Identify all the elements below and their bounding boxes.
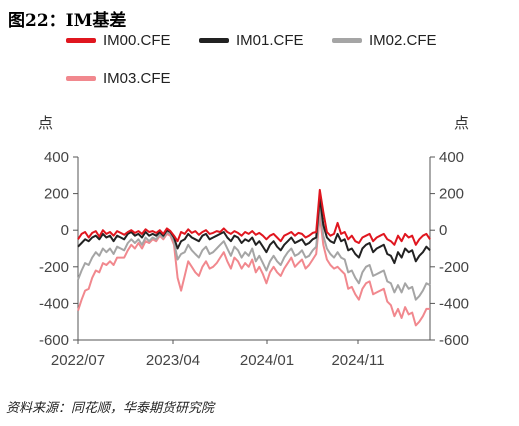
legend-item-im00: IM00.CFE — [66, 32, 171, 49]
legend-swatch-im01 — [199, 38, 229, 43]
y-tick-label-right-2: 0 — [439, 222, 447, 239]
legend-label-im03: IM03.CFE — [103, 70, 171, 87]
y-tick-label-left-2: 0 — [61, 222, 69, 239]
x-tick-label-0: 2022/07 — [51, 352, 105, 369]
series-line-im00-cfe — [77, 188, 431, 246]
series-line-im02-cfe — [77, 203, 431, 301]
y-tick-label-left-5: -600 — [39, 332, 69, 349]
chart-title: 图22：IM基差 — [8, 11, 127, 31]
legend-swatch-im03 — [66, 76, 96, 81]
legend-swatch-im00 — [66, 38, 96, 43]
x-tick-label-3: 2024/11 — [331, 352, 384, 369]
legend-item-im02: IM02.CFE — [332, 32, 437, 49]
y-axis-unit-right: 点 — [454, 114, 470, 132]
source-note: 资料来源：同花顺，华泰期货研究院 — [6, 401, 215, 416]
legend-label-im01: IM01.CFE — [236, 32, 304, 49]
y-tick-label-right-0: 400 — [439, 149, 464, 166]
y-tick-label-right-3: -200 — [439, 259, 469, 276]
y-axis-unit-left: 点 — [38, 114, 54, 132]
y-tick-label-right-4: -400 — [439, 295, 469, 312]
legend-swatch-im02 — [332, 38, 362, 43]
legend-label-im00: IM00.CFE — [103, 32, 171, 49]
series-line-im03-cfe — [77, 214, 430, 327]
x-tick-label-1: 2023/04 — [146, 352, 200, 369]
legend-item-im01: IM01.CFE — [199, 32, 304, 49]
y-tick-label-left-3: -200 — [39, 259, 69, 276]
y-tick-label-right-1: 200 — [439, 186, 464, 203]
y-tick-label-left-4: -400 — [39, 295, 69, 312]
legend-item-im03: IM03.CFE — [66, 70, 171, 87]
y-tick-label-left-1: 200 — [44, 186, 69, 203]
series-line-im01-cfe — [77, 196, 431, 265]
legend-label-im02: IM02.CFE — [369, 32, 437, 49]
y-tick-label-left-0: 400 — [44, 149, 69, 166]
x-tick-label-2: 2024/01 — [240, 352, 294, 369]
y-tick-label-right-5: -600 — [439, 332, 469, 349]
